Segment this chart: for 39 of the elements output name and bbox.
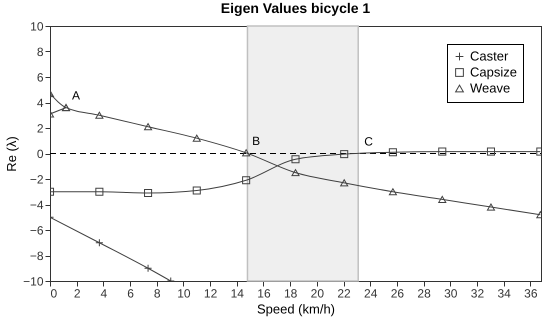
y-tick-label: 6 — [36, 70, 44, 84]
x-tick-label: 18 — [284, 286, 298, 300]
x-tick-label: 22 — [337, 286, 352, 300]
y-tick-label: 8 — [36, 45, 44, 59]
x-tick-label: 32 — [470, 286, 484, 300]
y-axis-title: Re (λ) — [4, 136, 20, 172]
annotation: A — [72, 88, 80, 103]
legend-label: Weave — [470, 80, 510, 96]
y-tick-label: −6 — [30, 224, 44, 238]
x-tick-label: 20 — [310, 286, 324, 300]
x-tick-label: 36 — [524, 286, 538, 300]
x-tick-label: 6 — [127, 286, 134, 300]
y-tick-label: 10 — [30, 20, 44, 34]
x-tick-label: 16 — [257, 286, 271, 300]
x-tick-label: 10 — [177, 286, 191, 300]
x-tick-label: 26 — [390, 286, 404, 300]
x-tick-label: 4 — [100, 286, 108, 300]
x-tick-label: 12 — [204, 286, 218, 300]
y-tick-label: 0 — [36, 147, 44, 161]
y-tick-label: −4 — [30, 198, 44, 212]
legend-label: Caster — [470, 48, 509, 64]
y-tick-label: 2 — [36, 122, 44, 136]
y-tick-label: −2 — [30, 172, 44, 186]
x-tick-label: 14 — [230, 286, 244, 300]
x-tick-label: 24 — [364, 286, 378, 300]
y-tick-label: 4 — [36, 96, 44, 110]
x-tick-label: 8 — [154, 286, 161, 300]
x-tick-label: 30 — [444, 286, 458, 300]
chart-title: Eigen Values bicycle 1 — [220, 0, 370, 16]
y-tick-label: −10 — [23, 274, 44, 288]
annotation: B — [252, 134, 260, 148]
y-tick-label: −8 — [30, 249, 44, 263]
x-axis-title: Speed (km/h) — [256, 302, 336, 316]
x-tick-label: 2 — [74, 286, 81, 300]
x-tick-label: 0 — [50, 286, 58, 300]
x-tick-label: 34 — [497, 286, 512, 300]
legend-label: Capsize — [470, 64, 517, 80]
x-tick-label: 28 — [417, 286, 432, 300]
annotation: C — [364, 134, 374, 148]
